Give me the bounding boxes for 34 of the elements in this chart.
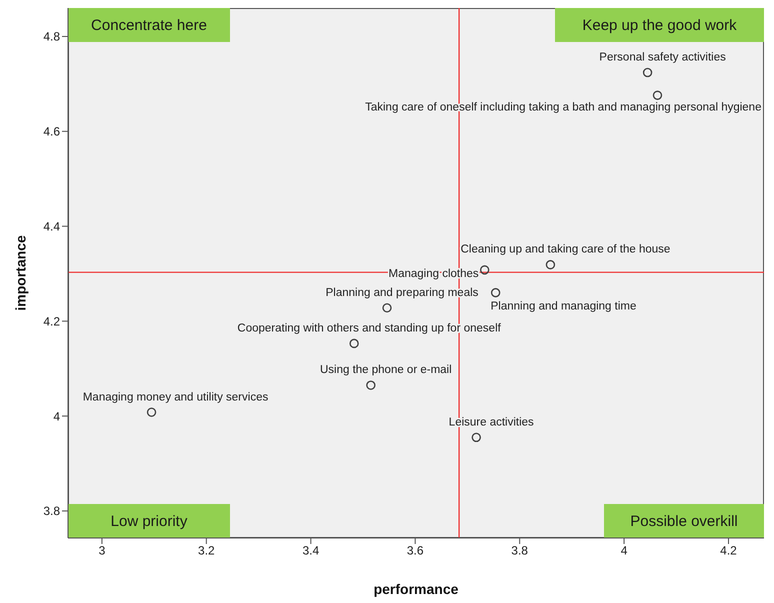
point (366, 380, 376, 390)
quadrant-label: Concentrate here (68, 8, 230, 42)
point (472, 432, 481, 442)
y-tick-label: 4.2 (43, 314, 60, 328)
y-tick-label: 4.4 (43, 220, 60, 234)
x-tick-label: 3.4 (302, 544, 320, 558)
quadrant-label: Possible overkill (604, 504, 764, 538)
y-tick-label: 4 (53, 409, 60, 424)
point (382, 303, 392, 313)
point (546, 260, 556, 270)
y-tick-label: 3.8 (43, 504, 60, 518)
annotation: Planning and managing time (490, 300, 636, 313)
x-tick-label: 4.2 (720, 544, 738, 558)
x-tick-label: 3.6 (406, 544, 424, 558)
annotation: Managing money and utility services (82, 391, 268, 404)
x-axis-title: performance (374, 581, 459, 597)
point (146, 408, 156, 417)
annotation: Using the phone or e-mail (320, 364, 452, 376)
annotation: Personal safety activities (599, 52, 726, 64)
point (642, 68, 652, 78)
y-axis-title: importance (12, 235, 29, 311)
y-tick-label: 4.8 (43, 30, 60, 44)
x-tick-label: 3.2 (198, 544, 216, 558)
point (480, 265, 490, 275)
quadrant-label: Keep up the good work (555, 8, 764, 42)
annotation: Cleaning up and taking care of the house (460, 244, 670, 256)
x-tick-label: 3 (98, 544, 106, 558)
point (490, 288, 500, 298)
y-tick-label: 4.6 (43, 124, 60, 139)
point (349, 338, 359, 348)
quadrant-label: Low priority (68, 504, 230, 538)
x-tick-label: 3.8 (511, 544, 528, 558)
x-tick-label: 4 (620, 544, 628, 558)
point (652, 90, 662, 100)
